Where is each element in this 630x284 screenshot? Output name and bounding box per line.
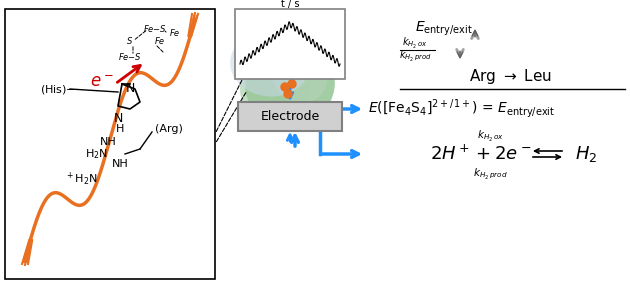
Bar — [235, 9, 345, 79]
Text: $k_{H_2\,ox}$: $k_{H_2\,ox}$ — [403, 36, 428, 51]
Text: NH: NH — [100, 137, 117, 147]
Ellipse shape — [272, 44, 328, 104]
Text: S: S — [127, 37, 133, 47]
Text: $k_{H_2\,prod}$: $k_{H_2\,prod}$ — [399, 49, 432, 63]
Text: $E_{\mathrm{entry/exit}}$: $E_{\mathrm{entry/exit}}$ — [415, 20, 472, 38]
Text: $H_2$: $H_2$ — [575, 144, 597, 164]
Text: Fe: Fe — [170, 30, 180, 39]
Text: Fe: Fe — [155, 37, 165, 47]
Circle shape — [288, 80, 296, 88]
Text: $k_{H_2\,ox}$: $k_{H_2\,ox}$ — [476, 128, 503, 143]
Ellipse shape — [240, 54, 310, 124]
Text: N: N — [125, 82, 135, 95]
Text: Fe$-$S: Fe$-$S — [118, 51, 142, 62]
Text: H$_2$N: H$_2$N — [85, 147, 108, 161]
Text: NH: NH — [112, 159, 129, 169]
Text: (His)$-$: (His)$-$ — [40, 82, 76, 95]
Text: $^+$H$_2$N: $^+$H$_2$N — [65, 170, 98, 187]
Text: t / s: t / s — [281, 0, 299, 9]
Text: N: N — [113, 112, 123, 126]
Text: $k_{H_2\,prod}$: $k_{H_2\,prod}$ — [472, 166, 507, 181]
Text: $2H^+ + 2e^-$: $2H^+ + 2e^-$ — [430, 144, 531, 164]
Text: $e^-$: $e^-$ — [90, 73, 114, 91]
Text: (Arg): (Arg) — [155, 124, 183, 134]
FancyBboxPatch shape — [238, 102, 342, 131]
Text: $E$([Fe$_4$S$_4$]$^{2+/1+}$) = $E_{\mathrm{entry/exit}}$: $E$([Fe$_4$S$_4$]$^{2+/1+}$) = $E_{\math… — [368, 97, 555, 120]
Bar — [5, 9, 215, 279]
Text: Electrode: Electrode — [260, 110, 319, 122]
Circle shape — [281, 83, 289, 91]
Ellipse shape — [245, 41, 335, 127]
Circle shape — [284, 90, 292, 98]
Ellipse shape — [230, 32, 310, 97]
Text: H: H — [116, 124, 124, 134]
Text: Arg $\rightarrow$ Leu: Arg $\rightarrow$ Leu — [469, 68, 551, 87]
Text: Fe$-$S: Fe$-$S — [143, 24, 167, 34]
Text: E / V: E / V — [242, 14, 251, 34]
